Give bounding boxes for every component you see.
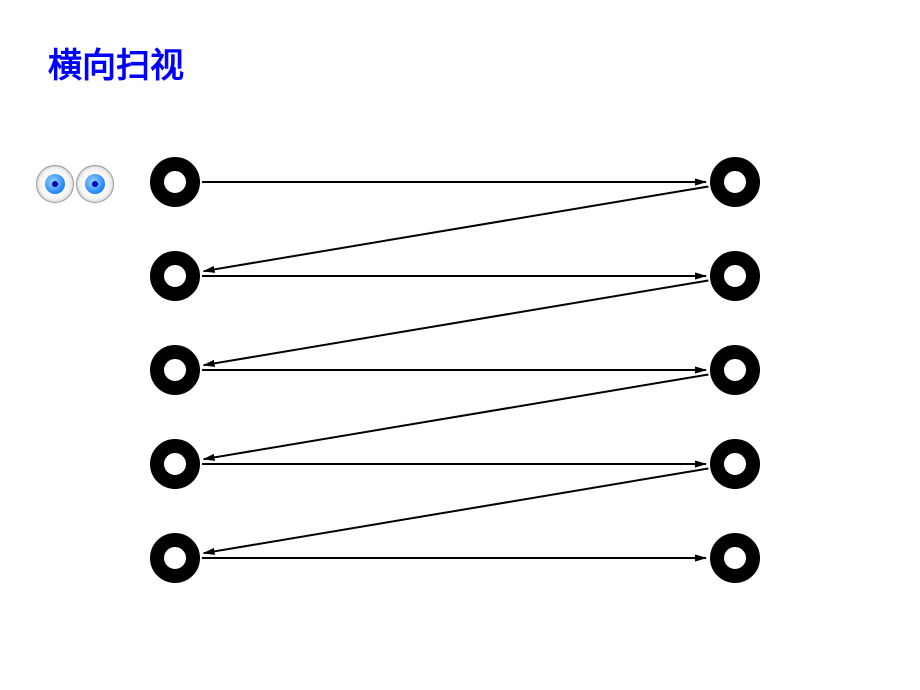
node-circle (157, 540, 193, 576)
node-circle (157, 352, 193, 388)
node-circle (717, 352, 753, 388)
node-circle (717, 540, 753, 576)
arrow (204, 468, 709, 553)
node-circle (157, 258, 193, 294)
node-circle (157, 164, 193, 200)
arrow (204, 186, 709, 271)
arrow (204, 374, 709, 459)
arrow (204, 280, 709, 365)
node-circle (717, 258, 753, 294)
node-circle (717, 446, 753, 482)
node-circle (717, 164, 753, 200)
node-circle (157, 446, 193, 482)
scan-diagram (0, 0, 920, 690)
